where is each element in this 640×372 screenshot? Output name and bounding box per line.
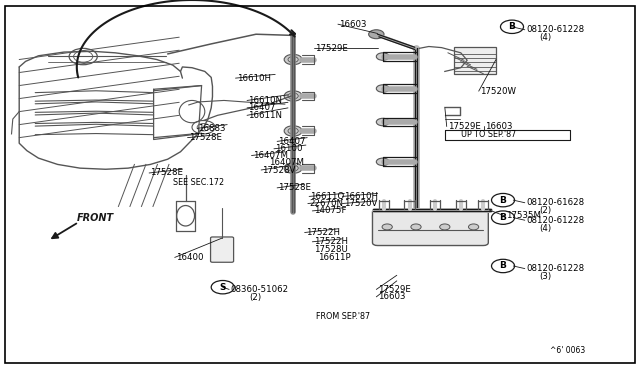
Text: 17520W: 17520W xyxy=(480,87,516,96)
Text: 17528V: 17528V xyxy=(262,166,296,174)
Circle shape xyxy=(376,53,389,60)
Text: 17528E: 17528E xyxy=(278,183,312,192)
Text: 16603: 16603 xyxy=(339,20,367,29)
Text: 16883: 16883 xyxy=(198,124,226,133)
Text: FRONT: FRONT xyxy=(77,214,114,223)
FancyBboxPatch shape xyxy=(372,209,488,246)
Text: 16100: 16100 xyxy=(275,144,303,153)
Circle shape xyxy=(440,224,450,230)
Text: S: S xyxy=(220,283,226,292)
Text: 17528E: 17528E xyxy=(150,169,184,177)
Text: 17535M: 17535M xyxy=(506,211,541,220)
Text: 17528U: 17528U xyxy=(314,246,348,254)
Text: (3): (3) xyxy=(539,272,551,281)
Text: (4): (4) xyxy=(539,224,551,233)
Text: 17529E: 17529E xyxy=(315,44,348,53)
Text: 08120-61228: 08120-61228 xyxy=(526,264,584,273)
Circle shape xyxy=(284,126,302,136)
Circle shape xyxy=(382,224,392,230)
Text: 16611P: 16611P xyxy=(318,253,351,262)
Text: 16407M: 16407M xyxy=(269,158,304,167)
Text: 08120-61628: 08120-61628 xyxy=(526,198,584,207)
Circle shape xyxy=(376,158,389,166)
FancyBboxPatch shape xyxy=(211,237,234,262)
Circle shape xyxy=(284,91,302,101)
Circle shape xyxy=(376,85,389,92)
Circle shape xyxy=(376,118,389,126)
Text: B: B xyxy=(509,22,515,31)
FancyBboxPatch shape xyxy=(454,46,496,74)
Text: B: B xyxy=(500,196,506,205)
Text: 14075F: 14075F xyxy=(314,206,346,215)
Text: 16610H: 16610H xyxy=(344,192,378,201)
Text: B: B xyxy=(500,262,506,270)
Text: 22670N: 22670N xyxy=(309,199,343,208)
Text: 08360-51062: 08360-51062 xyxy=(230,285,289,294)
Text: 16611N: 16611N xyxy=(248,111,282,120)
Text: SEE SEC.172: SEE SEC.172 xyxy=(173,178,224,187)
Text: 16603: 16603 xyxy=(378,292,405,301)
Text: 17528E: 17528E xyxy=(189,133,222,142)
Text: 16610N: 16610N xyxy=(248,96,282,105)
Text: (2): (2) xyxy=(250,293,262,302)
Text: UP TO SEP.'87: UP TO SEP.'87 xyxy=(461,130,516,139)
Text: 16407: 16407 xyxy=(248,103,276,112)
Text: 16407M: 16407M xyxy=(253,151,288,160)
Text: (2): (2) xyxy=(539,206,551,215)
Text: 08120-61228: 08120-61228 xyxy=(526,25,584,34)
Text: B: B xyxy=(500,213,506,222)
Text: 17522H: 17522H xyxy=(306,228,340,237)
Text: FROM SEP.'87: FROM SEP.'87 xyxy=(316,312,370,321)
Text: 17522H: 17522H xyxy=(314,237,348,246)
Text: 16400: 16400 xyxy=(176,253,204,262)
Text: 16603: 16603 xyxy=(485,122,513,131)
Text: (4): (4) xyxy=(539,33,551,42)
Circle shape xyxy=(468,224,479,230)
Text: 16610H: 16610H xyxy=(237,74,271,83)
Text: ^6' 0063: ^6' 0063 xyxy=(550,346,586,355)
Text: 16407: 16407 xyxy=(278,137,306,146)
Circle shape xyxy=(284,163,302,173)
Circle shape xyxy=(411,224,421,230)
Text: 08120-61228: 08120-61228 xyxy=(526,216,584,225)
Text: 17529E: 17529E xyxy=(448,122,481,131)
Text: 17520V: 17520V xyxy=(344,199,377,208)
Text: 17529E: 17529E xyxy=(378,285,410,294)
Circle shape xyxy=(369,30,384,39)
Circle shape xyxy=(284,54,302,65)
Text: 16611Q: 16611Q xyxy=(310,192,345,201)
